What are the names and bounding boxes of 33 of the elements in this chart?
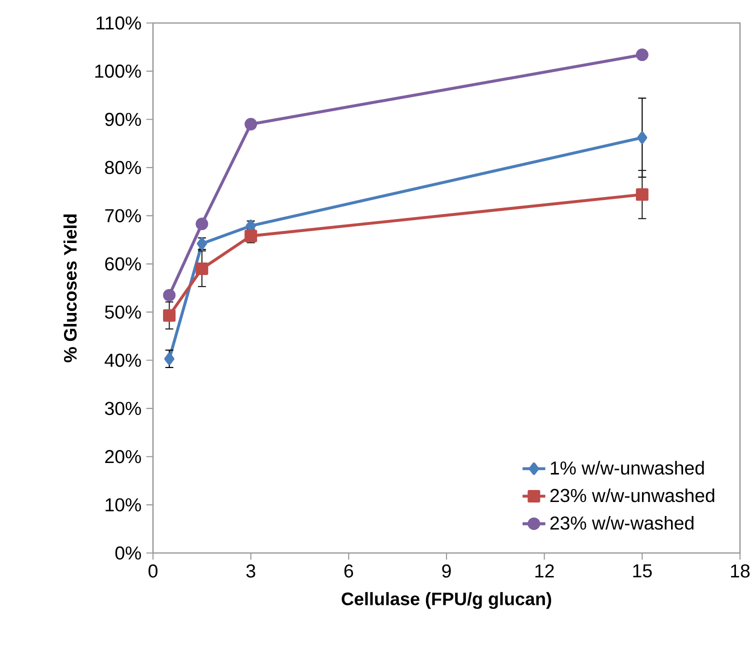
x-tick-label: 15 <box>633 564 652 578</box>
legend-label: 23% w/w-unwashed <box>550 488 714 502</box>
point <box>636 188 648 201</box>
y-tick-label: 10% <box>106 498 141 512</box>
x-tick-label: 6 <box>344 564 354 578</box>
y-tick-label: 80% <box>105 160 141 174</box>
point <box>163 288 176 302</box>
legend-label: 1% w/w-unwashed <box>550 460 704 475</box>
y-tick-label: 60% <box>105 257 141 271</box>
y-tick-label: 100% <box>95 64 141 78</box>
point <box>164 352 174 366</box>
point <box>196 218 208 230</box>
legend-label: 23% w/w-washed <box>550 516 694 530</box>
y-tick-label: 90% <box>105 112 141 126</box>
point <box>244 118 258 130</box>
y-axis-title: % Glucoses Yield <box>64 214 77 362</box>
x-tick-label: 18 <box>731 564 750 578</box>
y-tick-label: 40% <box>104 354 141 367</box>
y-tick-label: 30% <box>104 402 141 416</box>
x-tick-label: 0 <box>148 564 158 578</box>
y-tick-label: 70% <box>105 209 141 222</box>
point <box>196 262 208 275</box>
y-tick-label: 50% <box>105 305 141 319</box>
x-tick-label: 12 <box>535 564 554 578</box>
x-tick-label: 9 <box>442 564 451 578</box>
point <box>163 309 176 322</box>
y-tick-label: 110% <box>96 16 141 30</box>
y-tick-label: 20% <box>105 450 141 464</box>
point <box>637 131 648 144</box>
point <box>636 48 648 62</box>
y-tick-label: 0% <box>115 546 141 560</box>
x-tick-label: 3 <box>246 564 256 578</box>
x-axis-title: Cellulase (FPU/g glucan) <box>342 592 552 609</box>
